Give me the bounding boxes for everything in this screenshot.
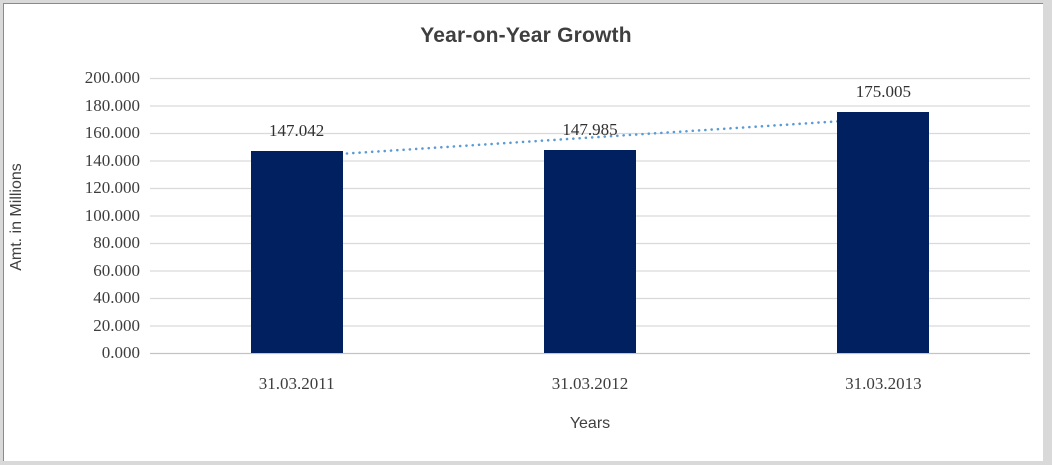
data-label: 175.005 — [855, 82, 911, 102]
chart-title: Year-on-Year Growth — [420, 24, 632, 47]
x-axis-title: Years — [569, 415, 611, 432]
x-tick-label: 31.03.2011 — [258, 374, 335, 393]
y-tick-label: 180.000 — [84, 95, 140, 115]
y-tick-label: 100.000 — [84, 205, 140, 225]
bar[interactable] — [250, 150, 343, 353]
y-tick-label: 140.000 — [84, 150, 140, 170]
y-tick-label: 200.000 — [84, 68, 140, 87]
bar[interactable] — [544, 149, 636, 353]
x-tick-label: 31.03.2013 — [845, 374, 922, 393]
data-label: 147.985 — [562, 119, 618, 139]
y-tick-label: 60.000 — [93, 260, 140, 280]
x-tick-label: 31.03.2012 — [551, 374, 629, 393]
y-tick-label: 40.000 — [93, 288, 140, 307]
y-tick-label: 120.000 — [84, 178, 140, 197]
bar[interactable] — [837, 112, 930, 353]
y-tick-label: 160.000 — [84, 123, 140, 142]
data-label: 147.042 — [269, 120, 325, 140]
y-tick-label: 20.000 — [93, 315, 140, 335]
y-tick-label: 80.000 — [93, 233, 140, 252]
y-tick-label: 0.000 — [101, 343, 140, 362]
